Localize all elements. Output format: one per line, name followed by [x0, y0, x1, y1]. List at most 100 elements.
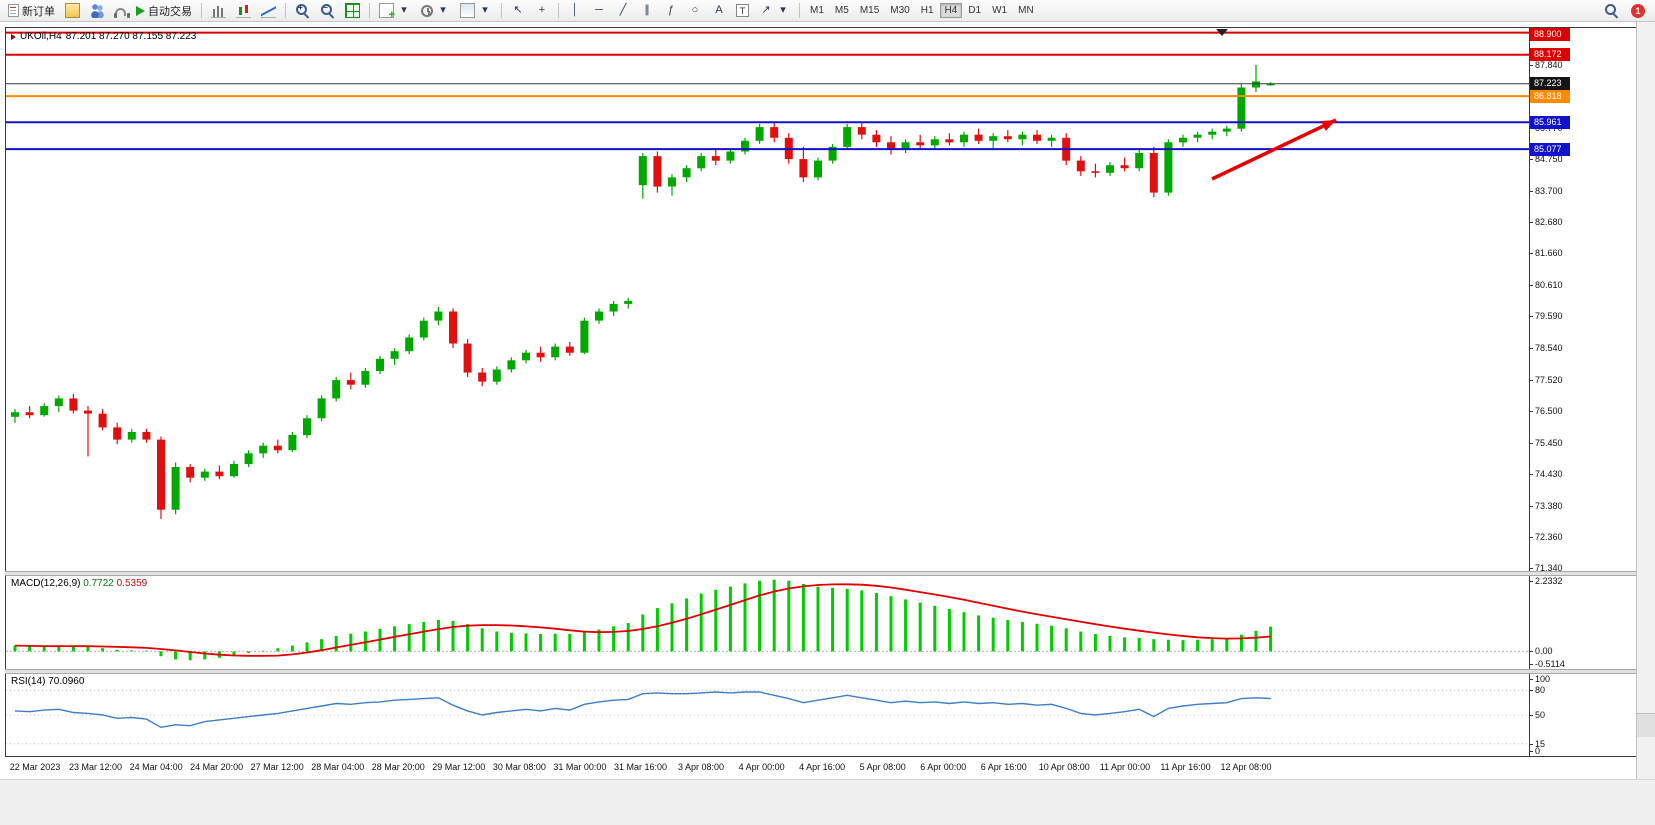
- time-label: 11 Apr 16:00: [1160, 762, 1211, 772]
- timeframe-h4-button[interactable]: H4: [939, 3, 963, 18]
- trend-arrow-annotation[interactable]: [1211, 118, 1337, 181]
- text-label-button[interactable]: T: [732, 1, 753, 20]
- macd-signal-value: 0.5359: [116, 578, 148, 589]
- terminal-button[interactable]: [111, 1, 130, 20]
- rsi-axis[interactable]: 100 80 50 15 0: [1529, 674, 1636, 756]
- search-icon: [1604, 3, 1619, 18]
- template-button[interactable]: ▾: [456, 1, 496, 20]
- macd-histogram: [13, 579, 1273, 661]
- zoom-in-icon: +: [295, 3, 310, 18]
- vertical-scrollbar[interactable]: [1636, 22, 1655, 779]
- horizontal-line-button[interactable]: ─: [588, 1, 610, 20]
- price-tick: 87.840: [1530, 59, 1563, 70]
- timeframe-group: M1 M5 M15 M30 H1 H4 D1 W1 MN: [805, 3, 1039, 18]
- panel-splitter[interactable]: [5, 571, 1636, 576]
- panel-splitter[interactable]: [5, 669, 1636, 674]
- plus-sign: +: [298, 3, 303, 12]
- price-tag-86.818: 86.818: [1530, 89, 1570, 103]
- time-label: 10 Apr 08:00: [1038, 762, 1090, 772]
- main-chart-canvas[interactable]: [6, 28, 1529, 571]
- price-tick: 79.590: [1530, 311, 1563, 322]
- period-button[interactable]: ▾: [417, 1, 454, 20]
- candle-series: [11, 64, 1275, 519]
- timeframe-mn-button[interactable]: MN: [1018, 5, 1034, 16]
- candlestick-chart-button[interactable]: [232, 1, 255, 20]
- price-tick: 74.430: [1530, 468, 1563, 479]
- navigator-icon: [90, 3, 105, 18]
- toolbar-separator: [285, 3, 286, 18]
- dropdown-icon: ▾: [482, 4, 488, 16]
- new-order-icon: [8, 4, 19, 17]
- new-chart-button[interactable]: ▾: [375, 1, 415, 21]
- macd-tick: 2.2332: [1530, 576, 1563, 586]
- auto-trading-button[interactable]: 自动交易: [132, 1, 196, 20]
- macd-main-value: 0.7722: [83, 578, 114, 589]
- rsi-panel: RSI(14) 70.0960: [5, 674, 1529, 756]
- bar-marker-icon: [1216, 29, 1228, 36]
- macd-axis[interactable]: 2.2332 0.00 -0.5114: [1529, 576, 1636, 669]
- scrollbar-corner: [1637, 713, 1655, 737]
- text-button[interactable]: A: [708, 1, 730, 20]
- price-tag-85.077: 85.077: [1530, 142, 1570, 156]
- time-label: 31 Mar 00:00: [553, 762, 607, 772]
- cursor-button[interactable]: ↖: [507, 1, 529, 20]
- bar-chart-icon: [211, 3, 226, 18]
- price-tick: 73.380: [1530, 500, 1563, 511]
- rsi-label: RSI(14) 70.0960: [11, 676, 84, 687]
- rsi-tick: 0: [1529, 746, 1541, 756]
- time-label: 12 Apr 08:00: [1220, 762, 1272, 772]
- chart-ohlc: 87.201 87.270 87.155 87.223: [65, 31, 197, 42]
- dropdown-icon: ▾: [401, 4, 407, 16]
- search-button[interactable]: [1600, 1, 1623, 20]
- zoom-in-button[interactable]: +: [291, 1, 314, 20]
- timeframe-w1-button[interactable]: W1: [992, 5, 1008, 16]
- chart-symbol-period: UKOil,H4: [20, 31, 62, 42]
- notification-badge[interactable]: 1: [1631, 3, 1645, 18]
- chart-workspace: UKOil,H4 87.201 87.270 87.155 87.223 87.…: [0, 22, 1655, 779]
- timeframe-h1-button[interactable]: H1: [920, 5, 934, 16]
- navigator-button[interactable]: [86, 1, 109, 20]
- status-area: [0, 779, 1655, 825]
- time-axis[interactable]: 22 Mar 2023 23 Mar 12:00 24 Mar 04:00 24 Ma…: [5, 756, 1636, 779]
- price-tag-87.223: 87.223: [1530, 77, 1570, 91]
- market-watch-button[interactable]: [61, 1, 84, 20]
- price-axis[interactable]: 87.84085.77084.75083.70082.68081.66080.6…: [1529, 27, 1636, 573]
- price-tick: 84.750: [1530, 154, 1563, 165]
- line-chart-button[interactable]: [257, 1, 280, 20]
- time-label: 4 Apr 16:00: [799, 762, 846, 772]
- timeframe-d1-button[interactable]: D1: [968, 5, 982, 16]
- vertical-line-button[interactable]: │: [564, 1, 586, 20]
- channel-button[interactable]: ∥: [636, 1, 658, 20]
- arrows-tool-button[interactable]: ↗ ▾: [755, 1, 794, 20]
- horizontal-line-icon: ─: [595, 4, 603, 16]
- rsi-canvas[interactable]: [6, 674, 1529, 756]
- trendline-button[interactable]: ╱: [612, 1, 634, 20]
- time-label: 31 Mar 16:00: [613, 762, 668, 772]
- shapes-button[interactable]: ○: [684, 1, 706, 20]
- rsi-name: RSI(14): [11, 676, 46, 687]
- bar-chart-button[interactable]: [207, 1, 230, 20]
- rsi-tick: 80: [1529, 685, 1546, 696]
- timeframe-m1-button[interactable]: M1: [810, 5, 824, 16]
- timeframe-m15-button[interactable]: M15: [859, 5, 880, 16]
- rsi-tick: 50: [1529, 710, 1546, 720]
- price-tag-85.961: 85.961: [1530, 115, 1570, 129]
- crosshair-button[interactable]: +: [531, 1, 553, 20]
- time-label: 22 Mar 2023: [9, 762, 61, 772]
- timeframe-m30-button[interactable]: M30: [890, 5, 910, 16]
- price-tick: 76.500: [1530, 405, 1563, 416]
- template-icon: [460, 3, 475, 18]
- timeframe-m5-button[interactable]: M5: [834, 5, 849, 16]
- dropdown-icon: ▾: [440, 4, 446, 16]
- macd-canvas[interactable]: [6, 576, 1529, 669]
- time-label: 28 Mar 20:00: [371, 762, 425, 772]
- time-label: 24 Mar 20:00: [190, 762, 244, 772]
- arrow-tool-icon: ↗: [761, 4, 771, 16]
- zoom-out-button[interactable]: −: [316, 1, 339, 20]
- time-label: 29 Mar 12:00: [432, 762, 486, 772]
- tile-windows-button[interactable]: [341, 1, 364, 20]
- fibonacci-button[interactable]: ƒ: [660, 1, 682, 20]
- time-label: 5 Apr 08:00: [859, 762, 906, 772]
- macd-signal-line: [14, 583, 1271, 657]
- new-order-button[interactable]: 新订单: [4, 1, 59, 20]
